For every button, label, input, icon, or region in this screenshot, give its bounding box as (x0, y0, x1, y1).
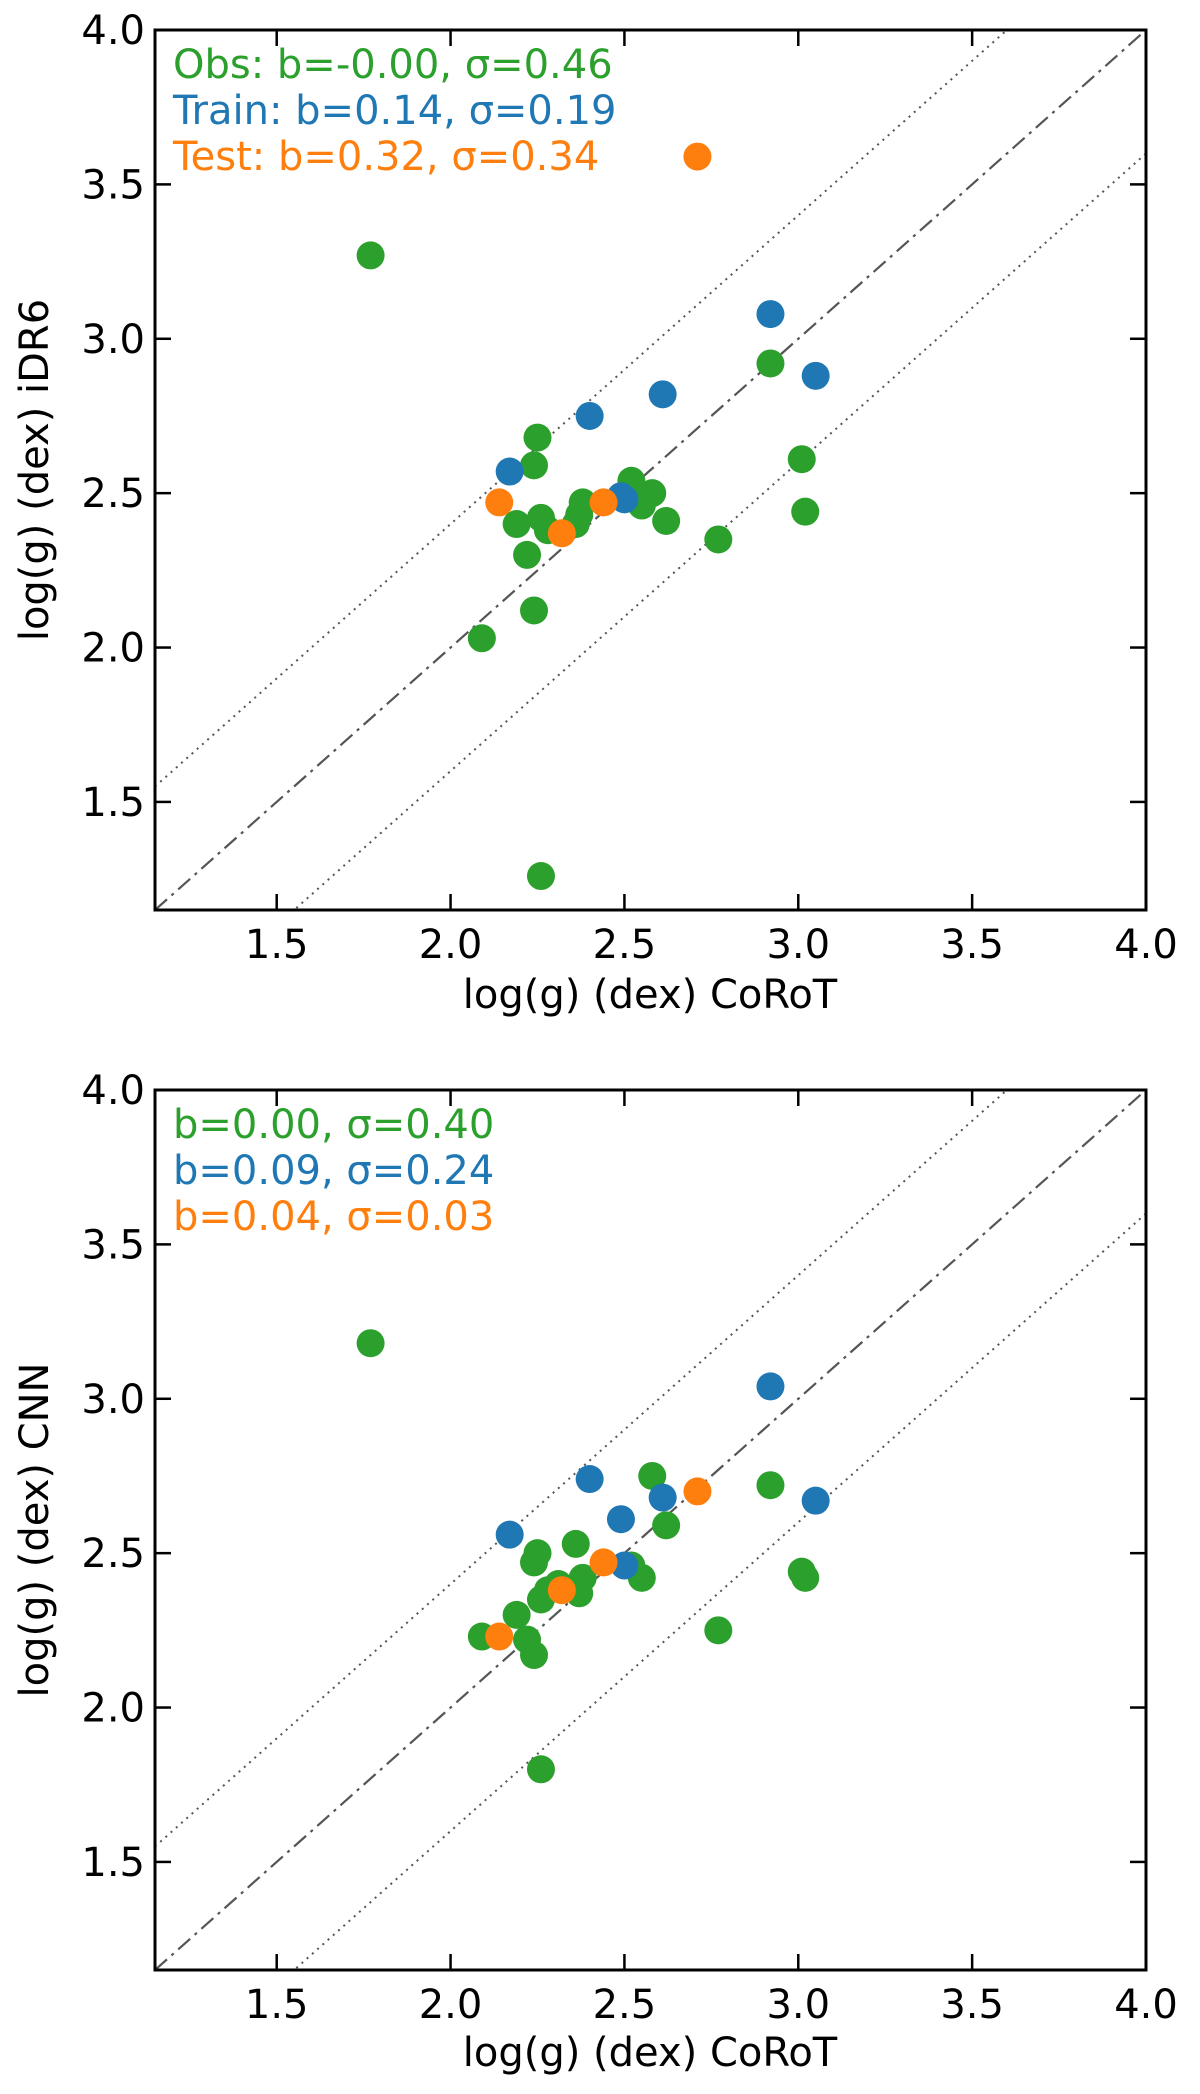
train-point (610, 1551, 639, 1580)
obs-point (526, 1755, 555, 1784)
lower-offset-line (292, 152, 1146, 910)
train-point (801, 361, 830, 390)
obs-point (523, 423, 552, 452)
train-point (610, 485, 639, 514)
train-stats-label: Train: b=0.14, σ=0.19 (172, 88, 617, 134)
obs-point (756, 1471, 785, 1500)
obs-point (704, 525, 733, 554)
x-tick-label: 1.5 (245, 922, 309, 968)
y-tick-label: 1.5 (81, 1840, 145, 1886)
obs-point (704, 1616, 733, 1645)
obs-point (520, 596, 549, 625)
test-point (485, 488, 514, 517)
obs-point (652, 1511, 681, 1540)
y-tick-label: 3.0 (81, 317, 145, 363)
train-point (801, 1486, 830, 1515)
train-point (648, 1483, 677, 1512)
obs-point (526, 862, 555, 891)
train-point (575, 401, 604, 430)
obs-point (356, 1329, 385, 1358)
x-tick-label: 3.0 (766, 1982, 830, 2028)
y-tick-label: 2.0 (81, 1686, 145, 1732)
x-tick-label: 3.0 (766, 922, 830, 968)
obs-point (467, 624, 496, 653)
x-tick-label: 2.5 (593, 1982, 657, 2028)
x-tick-label: 3.5 (940, 922, 1004, 968)
obs-point (652, 506, 681, 535)
obs-point (523, 1539, 552, 1568)
train-point (756, 300, 785, 329)
y-tick-label: 3.5 (81, 1222, 145, 1268)
x-tick-label: 3.5 (940, 1982, 1004, 2028)
obs-point (502, 510, 531, 539)
obs-point (791, 497, 820, 526)
test-point (547, 1576, 576, 1605)
x-tick-label: 2.0 (419, 922, 483, 968)
plot-frame (153, 1088, 1148, 1972)
y-axis-label: log(g) (dex) iDR6 (12, 299, 58, 641)
y-tick-label: 2.5 (81, 471, 145, 517)
x-tick-label: 2.5 (593, 922, 657, 968)
obs-stats-label: b=0.00, σ=0.40 (173, 1102, 494, 1148)
obs-point (568, 1563, 597, 1592)
x-axis-label: log(g) (dex) CoRoT (463, 972, 838, 1018)
obs-point (638, 1461, 667, 1490)
train-point (606, 1505, 635, 1534)
obs-point (561, 1529, 590, 1558)
y-tick-label: 2.5 (81, 1531, 145, 1577)
train-point (495, 1520, 524, 1549)
identity-line (155, 30, 1146, 910)
obs-point (520, 1641, 549, 1670)
obs-point (756, 349, 785, 378)
y-tick-label: 4.0 (81, 1068, 145, 1114)
y-tick-label: 3.0 (81, 1377, 145, 1423)
train-point (495, 457, 524, 486)
test-point (589, 1548, 618, 1577)
y-tick-label: 4.0 (81, 8, 145, 54)
obs-point (568, 488, 597, 517)
obs-point (638, 479, 667, 508)
test-stats-label: b=0.04, σ=0.03 (173, 1194, 494, 1240)
lower-offset-line (292, 1212, 1146, 1970)
test-point (683, 1477, 712, 1506)
x-tick-label: 1.5 (245, 1982, 309, 2028)
obs-point (791, 1563, 820, 1592)
y-tick-label: 3.5 (81, 162, 145, 208)
y-axis-label: log(g) (dex) CNN (12, 1363, 58, 1698)
obs-point (356, 241, 385, 270)
train-point (756, 1372, 785, 1401)
x-tick-label: 2.0 (419, 1982, 483, 2028)
train-point (575, 1465, 604, 1494)
train-point (648, 380, 677, 409)
obs-point (502, 1600, 531, 1629)
y-tick-label: 2.0 (81, 626, 145, 672)
x-tick-label: 4.0 (1114, 922, 1178, 968)
y-tick-label: 1.5 (81, 780, 145, 826)
train-stats-label: b=0.09, σ=0.24 (173, 1148, 494, 1194)
x-axis-label: log(g) (dex) CoRoT (463, 2030, 838, 2076)
test-point (589, 488, 618, 517)
obs-point (513, 540, 542, 569)
upper-offset-line (155, 1090, 1009, 1848)
identity-line (155, 1090, 1146, 1970)
test-point (683, 142, 712, 171)
test-point (485, 1622, 514, 1651)
obs-stats-label: Obs: b=-0.00, σ=0.46 (173, 42, 613, 88)
x-tick-label: 4.0 (1114, 1982, 1178, 2028)
obs-point (787, 445, 816, 474)
obs-point (520, 451, 549, 480)
plot-frame (153, 28, 1148, 912)
panel-idr6-vs-corot: 1.5 2.0 2.5 3.0 3.5 4.0 1.5 2.0 2.5 3.0 3.5 4.0 Obs… (12, 8, 1178, 1018)
panel-cnn-vs-corot: 1.5 2.0 2.5 3.0 3.5 4.0 1.5 2.0 2.5 3.0 3.5 4.0 b=0… (12, 1068, 1178, 2076)
test-stats-label: Test: b=0.32, σ=0.34 (172, 134, 599, 180)
test-point (547, 519, 576, 548)
